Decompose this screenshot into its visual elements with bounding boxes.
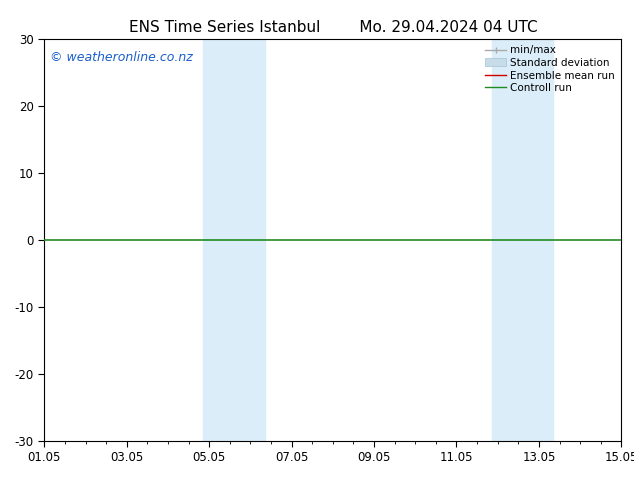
- Bar: [203, 39, 265, 441]
- Title: ENS Time Series Istanbul        Mo. 29.04.2024 04 UTC: ENS Time Series Istanbul Mo. 29.04.2024 …: [129, 20, 537, 35]
- Bar: [491, 39, 553, 441]
- Legend: min/max, Standard deviation, Ensemble mean run, Controll run: min/max, Standard deviation, Ensemble me…: [482, 42, 618, 97]
- Text: © weatheronline.co.nz: © weatheronline.co.nz: [50, 51, 193, 64]
